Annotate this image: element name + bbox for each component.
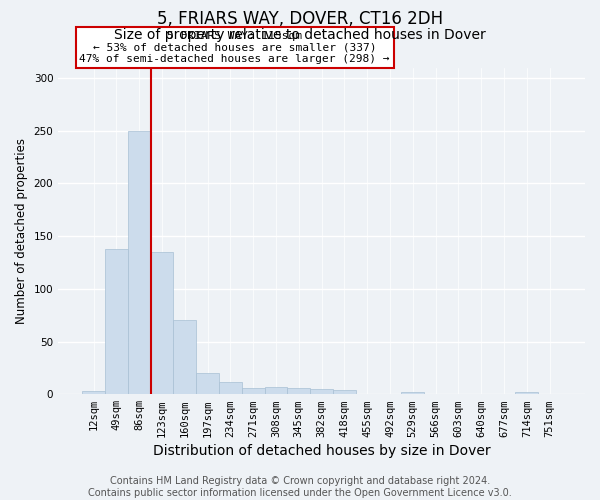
Bar	[287, 388, 310, 394]
Bar	[105, 249, 128, 394]
Text: Size of property relative to detached houses in Dover: Size of property relative to detached ho…	[114, 28, 486, 42]
Bar	[128, 130, 151, 394]
Bar	[173, 320, 196, 394]
Bar	[219, 382, 242, 394]
Bar	[333, 390, 356, 394]
Bar	[265, 387, 287, 394]
Text: 5, FRIARS WAY, DOVER, CT16 2DH: 5, FRIARS WAY, DOVER, CT16 2DH	[157, 10, 443, 28]
Bar	[401, 392, 424, 394]
Bar	[196, 373, 219, 394]
Bar	[82, 391, 105, 394]
Bar	[515, 392, 538, 394]
Y-axis label: Number of detached properties: Number of detached properties	[15, 138, 28, 324]
Text: 5 FRIARS WAY: 115sqm
← 53% of detached houses are smaller (337)
47% of semi-deta: 5 FRIARS WAY: 115sqm ← 53% of detached h…	[79, 31, 390, 64]
Bar	[310, 389, 333, 394]
X-axis label: Distribution of detached houses by size in Dover: Distribution of detached houses by size …	[153, 444, 490, 458]
Text: Contains HM Land Registry data © Crown copyright and database right 2024.
Contai: Contains HM Land Registry data © Crown c…	[88, 476, 512, 498]
Bar	[242, 388, 265, 394]
Bar	[151, 252, 173, 394]
